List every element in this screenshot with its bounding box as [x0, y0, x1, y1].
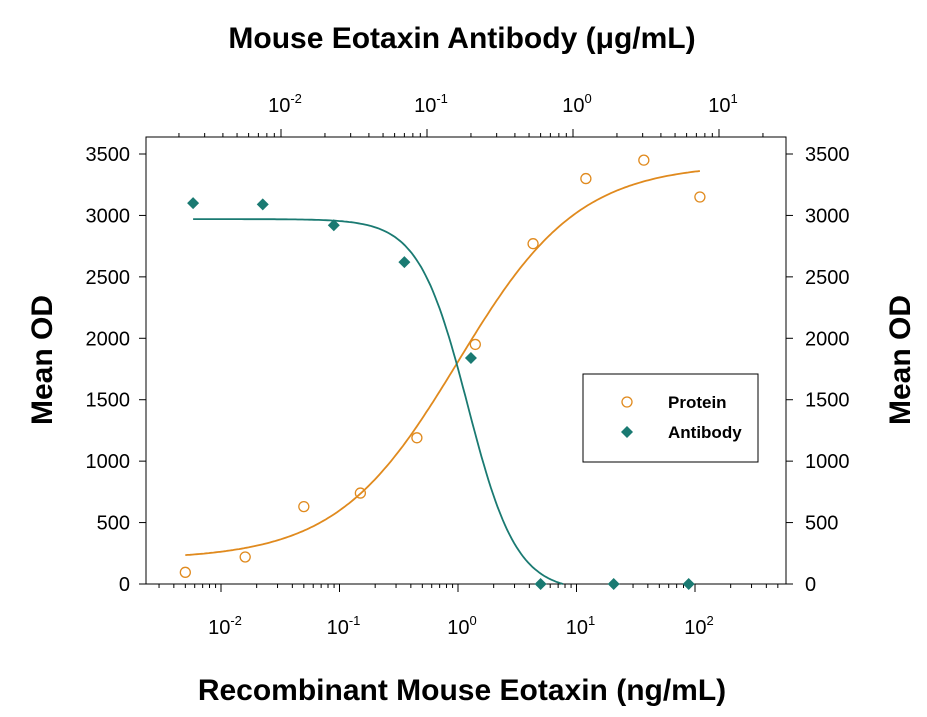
y-tick-label-right: 3000: [805, 205, 850, 227]
legend-antibody-marker: [621, 426, 633, 438]
top-x-tick-label: 101: [708, 91, 737, 117]
bottom-x-tick-label: 10-2: [208, 613, 242, 639]
top-x-axis-title: Mouse Eotaxin Antibody (μg/mL): [228, 22, 695, 55]
legend-antibody-label: Antibody: [668, 423, 742, 442]
protein-data-point: [527, 238, 539, 250]
antibody-data-point: [327, 219, 340, 232]
bottom-x-axis-title: Recombinant Mouse Eotaxin (ng/mL): [198, 674, 726, 707]
axis-ticks: 0 0 500 500 1000 1000 1500 1500 2000 2000 2500 2500…: [86, 91, 850, 639]
protein-fit-curve: [185, 170, 701, 556]
y-tick-label-right: 0: [805, 574, 816, 596]
legend-box: [582, 373, 759, 463]
y-tick-label-right: 1500: [805, 390, 850, 412]
fit-curves: [185, 170, 701, 585]
plot-frame: [145, 136, 787, 585]
antibody-fit-curve: [193, 218, 564, 585]
y-tick-label-right: 500: [805, 513, 838, 535]
antibody-data-point: [187, 197, 200, 210]
protein-data-point: [694, 191, 706, 203]
y-tick-label-left: 3000: [86, 205, 131, 227]
antibody-data-point: [682, 578, 695, 590]
bottom-x-tick-label: 10-1: [327, 613, 361, 639]
protein-data-point: [354, 487, 367, 499]
antibody-data-point: [534, 578, 547, 590]
legend-protein-marker: [621, 396, 633, 408]
right-y-axis-title: Mean OD: [884, 295, 917, 425]
top-x-tick-label: 10-2: [268, 91, 302, 117]
legend: Protein Antibody: [582, 373, 759, 463]
y-tick-label-left: 2500: [86, 267, 131, 289]
bottom-x-tick-label: 100: [447, 613, 476, 639]
protein-data-point: [298, 500, 310, 513]
top-x-tick-label: 100: [562, 91, 591, 117]
protein-data-point: [580, 172, 592, 185]
top-x-tick-label: 10-1: [414, 91, 448, 117]
y-tick-label-left: 2000: [86, 328, 131, 350]
y-tick-label-right: 1000: [805, 451, 850, 473]
y-tick-label-left: 0: [119, 574, 130, 596]
y-tick-label-right: 2500: [805, 267, 850, 289]
data-points: [179, 154, 706, 590]
y-tick-label-right: 2000: [805, 328, 850, 350]
protein-data-point: [469, 338, 481, 351]
y-tick-label-right: 3500: [805, 144, 850, 166]
y-tick-label-left: 500: [97, 513, 130, 535]
antibody-data-point: [256, 198, 269, 211]
antibody-data-point: [398, 256, 411, 269]
bottom-x-tick-label: 102: [684, 613, 713, 639]
protein-data-point: [411, 432, 423, 444]
y-tick-label-left: 1500: [86, 390, 131, 412]
protein-data-point: [638, 154, 650, 166]
left-y-axis-title: Mean OD: [26, 295, 59, 425]
y-tick-label-left: 3500: [86, 144, 131, 166]
protein-data-point: [239, 551, 251, 563]
y-tick-label-left: 1000: [86, 451, 131, 473]
legend-protein-label: Protein: [668, 393, 727, 412]
antibody-data-point: [464, 351, 477, 364]
bottom-x-tick-label: 101: [566, 613, 595, 639]
protein-data-point: [179, 566, 191, 578]
antibody-data-point: [607, 578, 620, 590]
